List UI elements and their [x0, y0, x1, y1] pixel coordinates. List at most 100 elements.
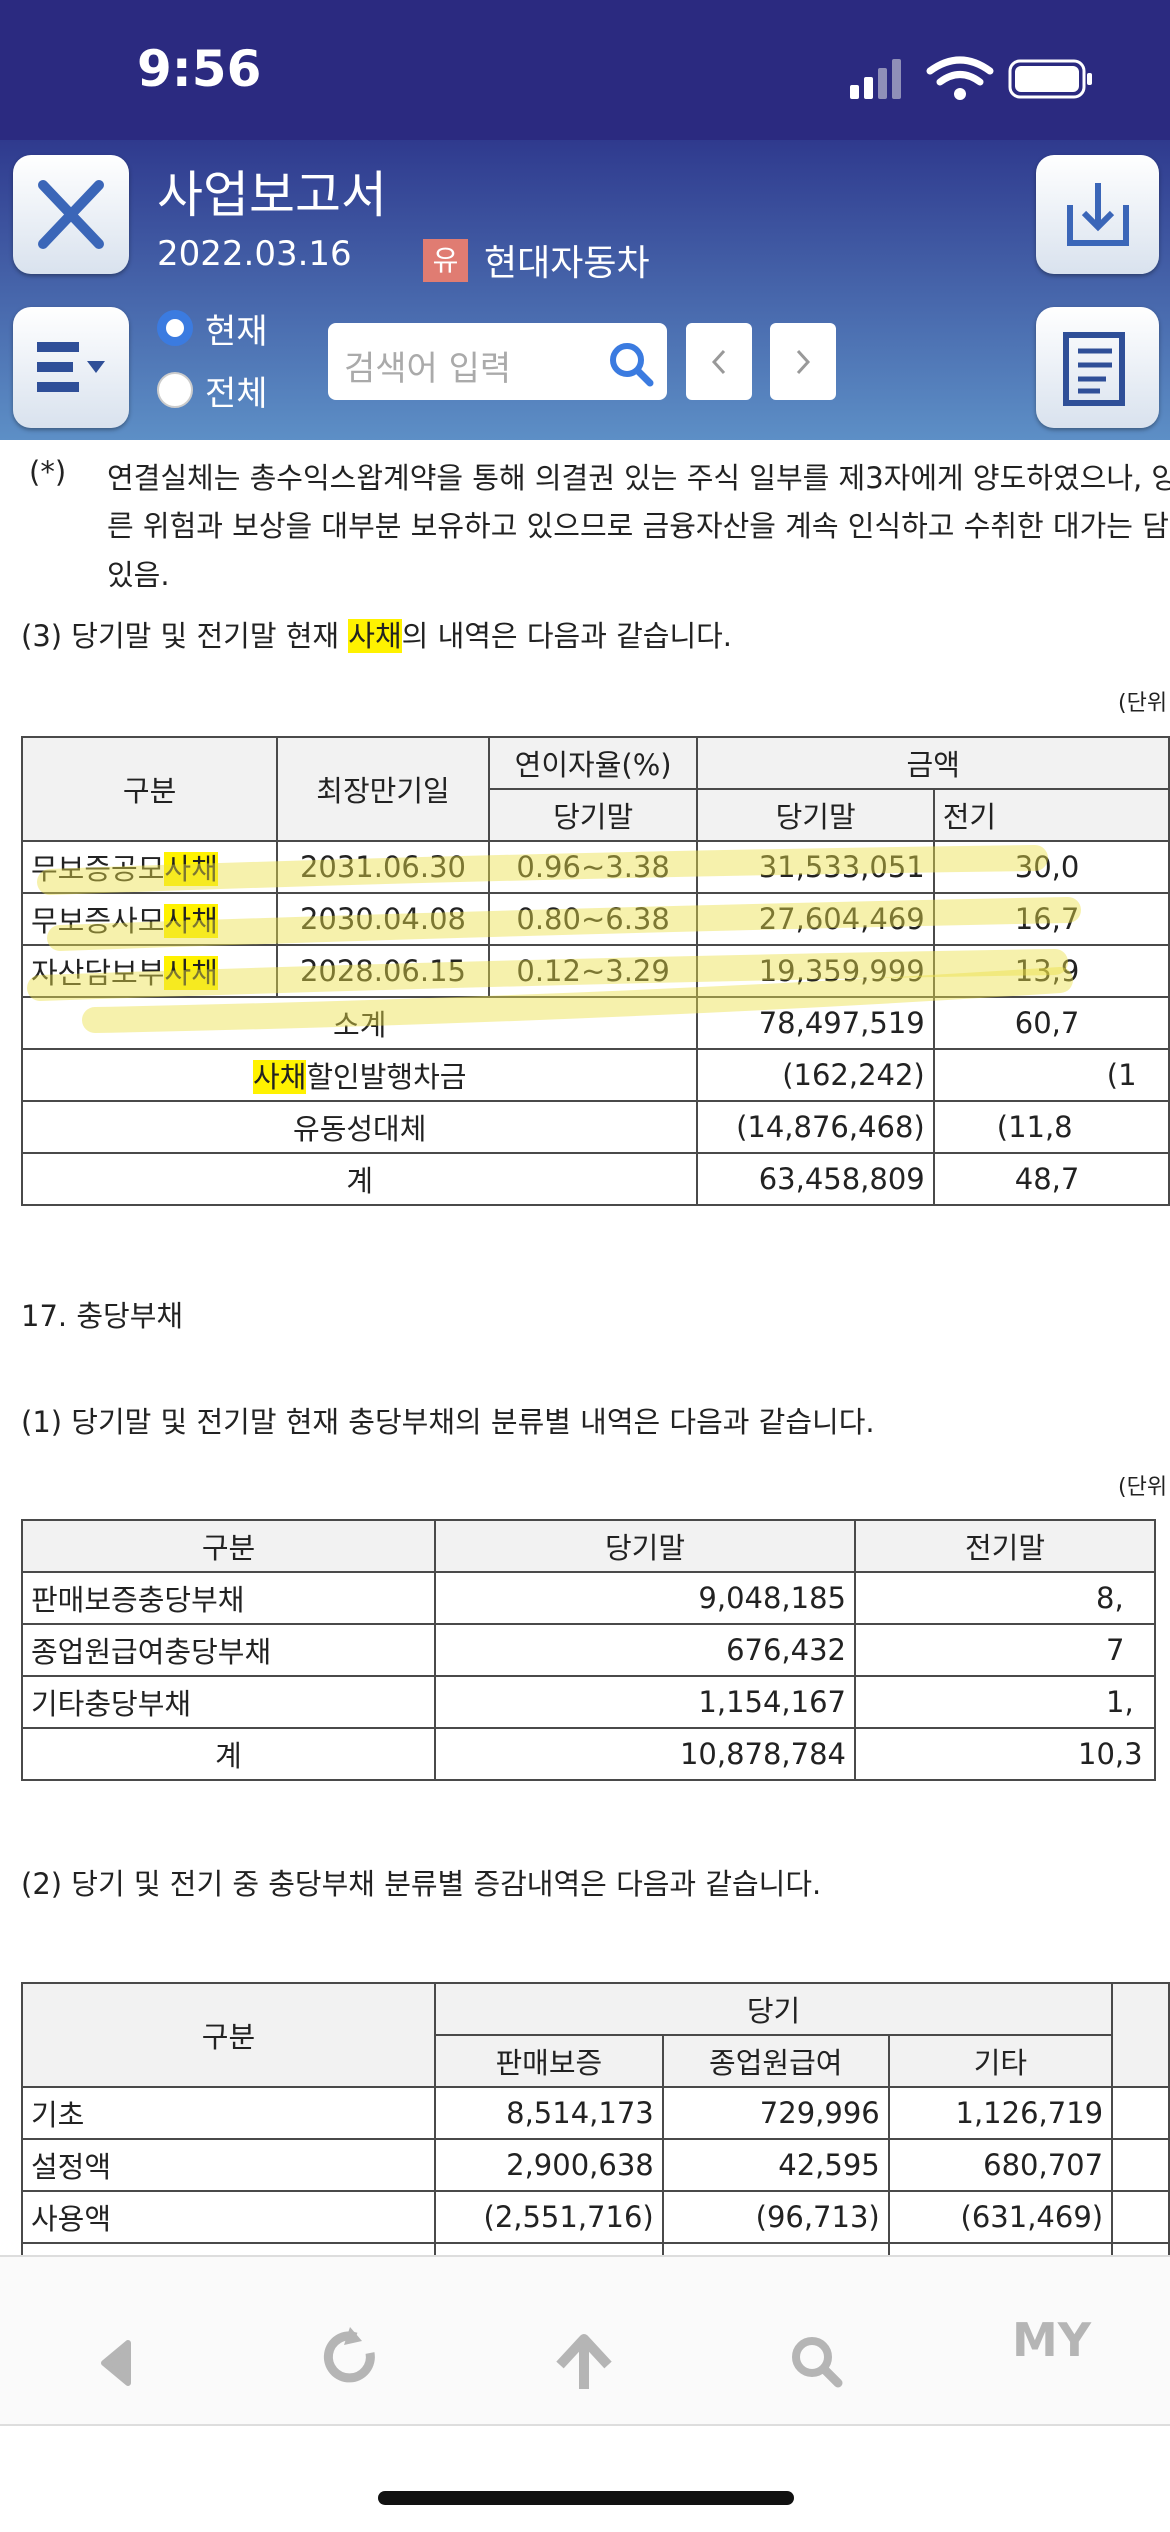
- download-button[interactable]: [1036, 155, 1159, 274]
- document-icon: [1063, 332, 1125, 406]
- path: [926, 56, 994, 75]
- table-row: 무보증사모사채 2030.04.08 0.80~6.38 27,604,469 16,7: [20, 892, 1170, 946]
- table-cell: [1111, 2242, 1170, 2255]
- table-cell: 729,996: [661, 2086, 890, 2140]
- download-icon: [1067, 183, 1129, 246]
- unit-label: (단위: [1118, 691, 1168, 716]
- table-cell: [1111, 2138, 1170, 2192]
- search-nav-icon[interactable]: [792, 2337, 843, 2388]
- table-cell: (14,876,468): [696, 1100, 935, 1154]
- radio-unselected[interactable]: [157, 372, 193, 408]
- table-cell: (2,551,716): [433, 2190, 664, 2244]
- table-cell: 2,900,638: [433, 2138, 664, 2192]
- company-name: 현대자동차: [484, 243, 650, 284]
- radio-label[interactable]: 현재: [205, 312, 268, 352]
- menu-button[interactable]: [13, 307, 129, 428]
- table-cell: 사용액: [21, 2190, 436, 2244]
- table-row: 무보증공모사채 2031.06.30 0.96~3.38 31,533,051 30,0: [20, 840, 1170, 894]
- table-cell: 13,9: [932, 944, 1170, 998]
- table-cell: 9,048,185: [434, 1571, 856, 1625]
- header-cell: 당기: [433, 1982, 1114, 2036]
- table-cell: 10,878,784: [434, 1727, 856, 1781]
- back-icon[interactable]: [101, 2340, 131, 2386]
- table-cell: (631,469): [887, 2190, 1114, 2244]
- my-tab[interactable]: MY: [1012, 2313, 1092, 2367]
- path: [38, 180, 104, 249]
- header-cell: 전기말: [854, 1519, 1156, 1573]
- close-button[interactable]: [13, 155, 129, 274]
- table-cell: 8,: [854, 1571, 1156, 1625]
- table-cell: 무보증사모사채: [20, 892, 279, 946]
- path: [819, 2364, 843, 2388]
- table-cell: 판매보증충당부채: [21, 1571, 436, 1625]
- highlight: 사채: [164, 852, 218, 886]
- table-cell: 소계: [20, 996, 699, 1050]
- text-run: 할인발행차금: [306, 1060, 467, 1094]
- header-cell: 금액: [696, 736, 1170, 790]
- home-indicator: [378, 2491, 794, 2505]
- prev-icon: [711, 349, 726, 375]
- menu-icon: [37, 342, 105, 392]
- note-marker: (*): [29, 455, 67, 489]
- status-bar: 9:56: [0, 0, 1170, 140]
- highlight: 사채: [164, 904, 218, 938]
- status-icons: [850, 56, 1092, 100]
- header-cell: 당기말: [696, 788, 935, 842]
- search-icon[interactable]: [608, 341, 654, 387]
- table-cell: 기초: [21, 2086, 436, 2140]
- table-cell: (162,242): [696, 1048, 935, 1102]
- table-cell: 19,359,999: [696, 944, 935, 998]
- radio-label[interactable]: 전체: [205, 374, 268, 414]
- table-cell: 0.80~6.38: [487, 892, 699, 946]
- note-line: 른 위험과 보상을 대부분 보유하고 있으므로 금융자산을 계속 인식하고 수취…: [107, 509, 1169, 543]
- highlight: 사채: [348, 619, 402, 653]
- header-cell: 종업원급여: [661, 2034, 890, 2088]
- path: [796, 349, 811, 375]
- header-cell: 연이자율(%): [487, 736, 699, 790]
- section-heading: (3) 당기말 및 전기말 현재 사채의 내역은 다음과 같습니다.: [21, 613, 732, 655]
- tbody: 구분 당기말 전기말 판매보증충당부채 9,048,185 8, 종업원급여충당부채 67…: [21, 1519, 1156, 1781]
- home-icon[interactable]: [556, 2334, 612, 2389]
- circle: [954, 88, 966, 100]
- table-cell: 종업원급여충당부채: [21, 1623, 436, 1677]
- table-row: 소계 78,497,519 60,7: [20, 996, 1170, 1050]
- radio-selected[interactable]: [157, 310, 193, 346]
- path: [711, 349, 726, 375]
- rect: [1015, 66, 1079, 92]
- prev-button[interactable]: [686, 323, 752, 400]
- text-run: 의 내역은 다음과 같습니다.: [401, 619, 733, 653]
- path: [1078, 348, 1112, 394]
- table-cell: 2030.04.08: [276, 892, 490, 946]
- rect: [850, 85, 859, 99]
- table-row: 사채할인발행차금 (162,242) (1: [20, 1048, 1170, 1102]
- header-cell: [1111, 1982, 1170, 2088]
- path: [1063, 332, 1125, 406]
- table-cell: 16,7: [932, 892, 1170, 946]
- table-cell: (21,790): [887, 2242, 1114, 2255]
- table-cell: 60,7: [932, 996, 1170, 1050]
- path: [344, 2327, 362, 2345]
- table-cell: (96,713): [661, 2190, 890, 2244]
- table-cell: 기타충당부채: [21, 1675, 436, 1729]
- table-cell: 27,604,469: [696, 892, 935, 946]
- document-button[interactable]: [1036, 307, 1159, 428]
- search-box[interactable]: 검색어 입력: [328, 323, 667, 400]
- table-row: 판매보증충당부채 9,048,185 8,: [21, 1571, 1156, 1625]
- table-cell: 31,533,051: [696, 840, 935, 894]
- table-cell: 2028.06.15: [276, 944, 490, 998]
- table-cell: 1,154,167: [434, 1675, 856, 1729]
- tbody: 구분 당기 판매보증 종업원급여 기타 기초 8,514,173 729,996 1,126…: [21, 1982, 1170, 2255]
- table-cell: 42,595: [661, 2138, 890, 2192]
- refresh-icon[interactable]: [323, 2331, 375, 2383]
- table-cell: 설정액: [21, 2138, 436, 2192]
- text-run: (3) 당기말 및 전기말 현재: [21, 619, 349, 653]
- header-cell: 기타: [887, 2034, 1114, 2088]
- table-cell: 계: [20, 1152, 699, 1206]
- next-button[interactable]: [770, 323, 836, 400]
- text-run: 무보증사모: [31, 904, 165, 938]
- rect: [1008, 59, 1086, 99]
- table-cell: 유동성대체: [20, 1100, 699, 1154]
- header-cell: 전기: [932, 788, 1170, 842]
- table-row: 판매보증 종업원급여 기타: [22, 2034, 1169, 2088]
